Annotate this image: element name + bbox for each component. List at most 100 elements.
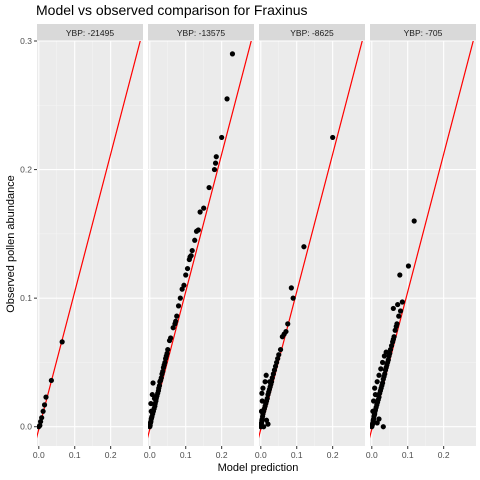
- data-point: [198, 209, 203, 214]
- data-point: [196, 227, 201, 232]
- data-point: [406, 263, 411, 268]
- data-point: [39, 415, 44, 420]
- data-point: [214, 154, 219, 159]
- data-point: [206, 185, 211, 190]
- data-point: [165, 347, 170, 352]
- panel-background: [37, 41, 143, 446]
- x-tick-label: 0.1: [402, 450, 414, 460]
- data-point: [381, 424, 386, 429]
- data-point: [276, 352, 281, 357]
- data-point: [380, 360, 385, 365]
- data-point: [376, 416, 381, 421]
- data-point: [149, 409, 154, 414]
- data-point: [192, 238, 197, 243]
- data-point: [148, 401, 153, 406]
- y-tick-label: 0.2: [20, 165, 32, 175]
- x-tick-label: 0.2: [105, 450, 117, 460]
- data-point: [219, 135, 224, 140]
- data-point: [183, 272, 188, 277]
- chart-title: Model vs observed comparison for Fraxinu…: [36, 2, 308, 18]
- data-point: [263, 379, 268, 384]
- x-tick-label: 0.2: [327, 450, 339, 460]
- data-point: [370, 409, 375, 414]
- facet-panel: YBP: -21495: [19, 0, 161, 480]
- data-point: [371, 398, 376, 403]
- data-point: [412, 218, 417, 223]
- data-point: [289, 285, 294, 290]
- data-point: [259, 409, 264, 414]
- x-tick-label: 0.2: [216, 450, 228, 460]
- data-point: [42, 402, 47, 407]
- data-point: [230, 51, 235, 56]
- y-tick-label: 0.0: [20, 422, 32, 432]
- data-point: [173, 319, 178, 324]
- x-tick-label: 0.1: [180, 450, 192, 460]
- x-axis: 0.0 0.1 0.2 0.0 0.1 0.2 0.0 0.1 0.2 0.0 0.1 0.2: [33, 446, 450, 460]
- x-tick-label: 0.2: [438, 450, 450, 460]
- data-point: [190, 248, 195, 253]
- data-point: [398, 308, 403, 313]
- data-point: [201, 206, 206, 211]
- facet-panel: YBP: -8625: [241, 0, 383, 480]
- data-point: [264, 373, 269, 378]
- data-point: [212, 167, 217, 172]
- data-point: [265, 422, 270, 427]
- facet-strip-label: YBP: -705: [404, 28, 443, 38]
- facet-panels: YBP: -21495 YBP: -13575 YBP: -8625 YBP: -70…: [19, 0, 480, 480]
- panel-background: [148, 41, 254, 446]
- y-axis-title: Observed pollen abundance: [5, 175, 17, 313]
- data-point: [49, 378, 54, 383]
- data-point: [260, 398, 265, 403]
- data-point: [396, 314, 401, 319]
- facet-panel: YBP: -13575: [130, 0, 272, 480]
- data-point: [168, 335, 173, 340]
- facet-panel: YBP: -705: [352, 0, 480, 480]
- data-point: [43, 395, 48, 400]
- panel-background: [259, 41, 365, 446]
- data-point: [378, 366, 383, 371]
- data-point: [301, 244, 306, 249]
- data-point: [391, 306, 396, 311]
- y-tick-label: 0.1: [20, 293, 32, 303]
- data-point: [174, 314, 179, 319]
- x-tick-label: 0.1: [291, 450, 303, 460]
- data-point: [267, 379, 272, 384]
- data-point: [41, 409, 46, 414]
- data-point: [259, 391, 264, 396]
- data-point: [261, 424, 266, 429]
- x-tick-label: 0.0: [255, 450, 267, 460]
- facet-strip-label: YBP: -13575: [177, 28, 225, 38]
- data-point: [376, 373, 381, 378]
- data-point: [150, 380, 155, 385]
- data-point: [213, 161, 218, 166]
- x-axis-title: Model prediction: [218, 462, 299, 474]
- data-point: [176, 303, 181, 308]
- data-point: [178, 296, 183, 301]
- data-point: [224, 96, 229, 101]
- x-tick-label: 0.0: [366, 450, 378, 460]
- data-point: [291, 296, 296, 301]
- data-point: [400, 299, 405, 304]
- data-point: [397, 272, 402, 277]
- data-point: [283, 329, 288, 334]
- data-point: [373, 392, 378, 397]
- data-point: [285, 321, 290, 326]
- data-point: [395, 302, 400, 307]
- data-point: [181, 283, 186, 288]
- data-point: [384, 350, 389, 355]
- data-point: [278, 347, 283, 352]
- x-tick-label: 0.1: [69, 450, 81, 460]
- data-point: [375, 379, 380, 384]
- data-point: [150, 392, 155, 397]
- data-point: [330, 135, 335, 140]
- data-point: [372, 386, 377, 391]
- facet-strip-label: YBP: -21495: [66, 28, 114, 38]
- facet-strip-label: YBP: -8625: [290, 28, 334, 38]
- data-point: [391, 334, 396, 339]
- panel-background: [370, 41, 476, 446]
- data-point: [60, 339, 65, 344]
- x-tick-label: 0.0: [33, 450, 45, 460]
- data-point: [185, 266, 190, 271]
- data-point: [394, 321, 399, 326]
